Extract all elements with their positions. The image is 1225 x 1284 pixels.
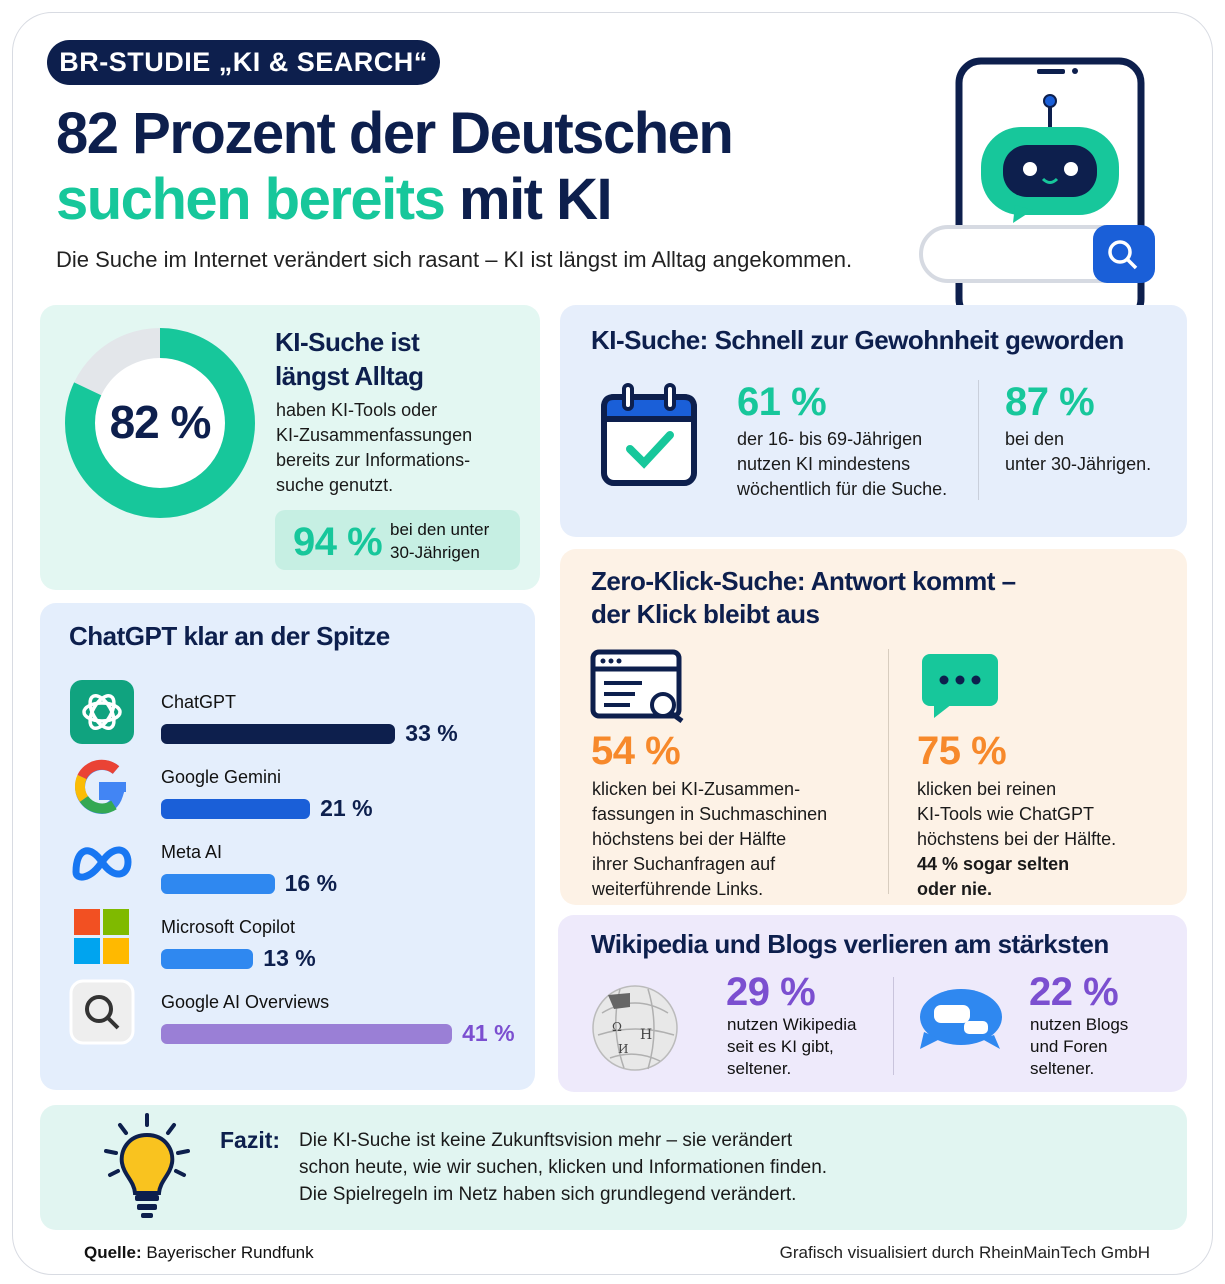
calendar-check-icon [601, 383, 697, 486]
donut-arc [65, 328, 255, 518]
svg-text:H: H [640, 1027, 652, 1043]
highlight-text: 30-Jährigen [390, 543, 480, 562]
stat-text: seltener. [727, 1059, 792, 1078]
bar-label: Meta AI [161, 842, 223, 862]
title-accent: suchen bereits [56, 167, 446, 232]
source-name: Bayerischer Rundfunk [146, 1243, 314, 1262]
alltag-text: suche genutzt. [276, 475, 394, 495]
stat-text: ihrer Suchanfragen auf [592, 854, 776, 874]
lightbulb-icon [104, 1113, 190, 1218]
alltag-title-1: KI-Suche ist [275, 327, 420, 357]
bar-label: Google AI Overviews [161, 992, 330, 1012]
stat-text: KI-Tools wie ChatGPT [917, 804, 1095, 824]
stat-text: der 16- bis 69-Jährigen [737, 429, 923, 449]
fazit-label: Fazit: [220, 1127, 281, 1153]
stat-text: und Foren [1030, 1037, 1108, 1056]
source: Quelle: Bayerischer Rundfunk [84, 1243, 314, 1263]
divider [893, 977, 894, 1075]
source-label: Quelle: [84, 1243, 142, 1262]
chat-bubble-icon [922, 654, 998, 718]
stat-61: 61 % [737, 380, 827, 424]
microsoft-logo-icon [74, 909, 129, 964]
search-icon [69, 979, 135, 1045]
stat-22: 22 % [1029, 970, 1119, 1014]
stat-bold-text: 44 % sogar selten [917, 854, 1070, 874]
fazit-text: Die KI-Suche ist keine Zukunftsvision me… [299, 1130, 793, 1151]
stat-bold-text: oder nie. [917, 879, 993, 899]
stat-text: seit es KI gibt, [727, 1037, 834, 1056]
zeroklick-title-1: Zero-Klick-Suche: Antwort kommt – [591, 566, 1016, 596]
stat-text: nutzen Blogs [1030, 1015, 1129, 1034]
stat-text: wöchentlich für die Suche. [737, 479, 948, 499]
bar [161, 799, 311, 819]
forum-bubbles-icon [920, 989, 1002, 1049]
stat-87: 87 % [1005, 380, 1095, 424]
highlight-value: 94 % [293, 520, 383, 564]
credit: Grafisch visualisiert durch RheinMainTec… [779, 1243, 1150, 1262]
alltag-text: KI-Zusammenfassungen [276, 425, 473, 445]
alltag-title-2: längst Alltag [275, 361, 424, 391]
divider [888, 649, 889, 894]
title-rest: mit KI [459, 167, 613, 232]
fazit-text: Die Spielregeln im Netz haben sich grund… [299, 1184, 797, 1205]
page-subtitle: Die Suche im Internet verändert sich ras… [56, 247, 853, 272]
zeroklick-panel: Zero-Klick-Suche: Antwort kommt – der Kli… [560, 549, 1187, 905]
stat-text: unter 30-Jährigen. [1005, 454, 1152, 474]
bar-value-label: 16 % [284, 870, 338, 896]
bar [161, 1024, 453, 1044]
stat-text: höchstens bei der Hälfte [592, 829, 787, 849]
page-title-line2: suchen bereits mit KI [56, 166, 613, 233]
chatgpt-panel: ChatGPT klar an der Spitze ChatGPT 33 % Go… [40, 603, 535, 1090]
zeroklick-title-2: der Klick bleibt aus [591, 599, 820, 629]
stat-text: höchstens bei der Hälfte. [917, 829, 1117, 849]
stat-text: klicken bei KI-Zusammen- [592, 779, 801, 799]
fazit-panel: Fazit: Die KI-Suche ist keine Zukunftsvi… [40, 1105, 1187, 1230]
chatgpt-logo-icon [70, 680, 134, 744]
fazit-text: schon heute, wie wir suchen, klicken und… [299, 1157, 828, 1178]
verlierer-panel: Wikipedia und Blogs verlieren am stärkst… [558, 915, 1187, 1092]
bar-label: Microsoft Copilot [161, 917, 296, 937]
bar-label: Google Gemini [161, 767, 282, 787]
bar-value-label: 21 % [320, 795, 373, 821]
chatgpt-title: ChatGPT klar an der Spitze [69, 621, 390, 651]
page-frame [12, 12, 1213, 1275]
divider [978, 380, 979, 500]
bar [161, 724, 396, 744]
stat-text: nutzen Wikipedia [727, 1015, 857, 1034]
study-badge: BR-STUDIE „KI & SEARCH“ [47, 40, 440, 85]
phone-robot-search-icon [919, 57, 1155, 305]
svg-text:Ω: Ω [612, 1020, 622, 1034]
wikipedia-globe-icon: Ω HИ [592, 985, 678, 1071]
svg-text:И: И [618, 1042, 628, 1056]
stat-text: klicken bei reinen [917, 779, 1057, 799]
highlight-box: 94 % bei den unter 30-Jährigen [275, 510, 520, 570]
alltag-text: bereits zur Informations- [276, 450, 471, 470]
stat-text: bei den [1005, 429, 1065, 449]
highlight-text: bei den unter [390, 520, 490, 539]
page-title-line1: 82 Prozent der Deutschen [56, 101, 734, 166]
meta-logo-icon [72, 846, 132, 881]
search-results-icon [590, 649, 684, 723]
stat-text: seltener. [1030, 1059, 1095, 1078]
bar-label: ChatGPT [161, 692, 237, 712]
gewohnheit-title: KI-Suche: Schnell zur Gewohnheit geworde… [591, 325, 1124, 355]
stat-75: 75 % [917, 729, 1007, 773]
stat-text: weiterführende Links. [592, 879, 764, 899]
bar [161, 874, 275, 894]
donut-value: 82 % [109, 396, 212, 448]
gewohnheit-panel: KI-Suche: Schnell zur Gewohnheit geworde… [560, 305, 1187, 537]
google-logo-icon [75, 759, 126, 815]
bar-value-label: 33 % [405, 720, 458, 746]
bar [161, 949, 254, 969]
alltag-text: haben KI-Tools oder [276, 400, 438, 420]
stat-text: fassungen in Suchmaschinen [592, 804, 828, 824]
bar-value-label: 13 % [263, 945, 316, 971]
stat-29: 29 % [726, 970, 816, 1014]
alltag-panel: 82 % KI-Suche ist längst Alltag haben KI-… [40, 305, 540, 590]
donut-chart [65, 328, 255, 518]
stat-text: nutzen KI mindestens [737, 454, 911, 474]
verlierer-title: Wikipedia und Blogs verlieren am stärkst… [591, 929, 1109, 959]
bar-value-label: 41 % [462, 1020, 515, 1046]
stat-54: 54 % [591, 729, 681, 773]
